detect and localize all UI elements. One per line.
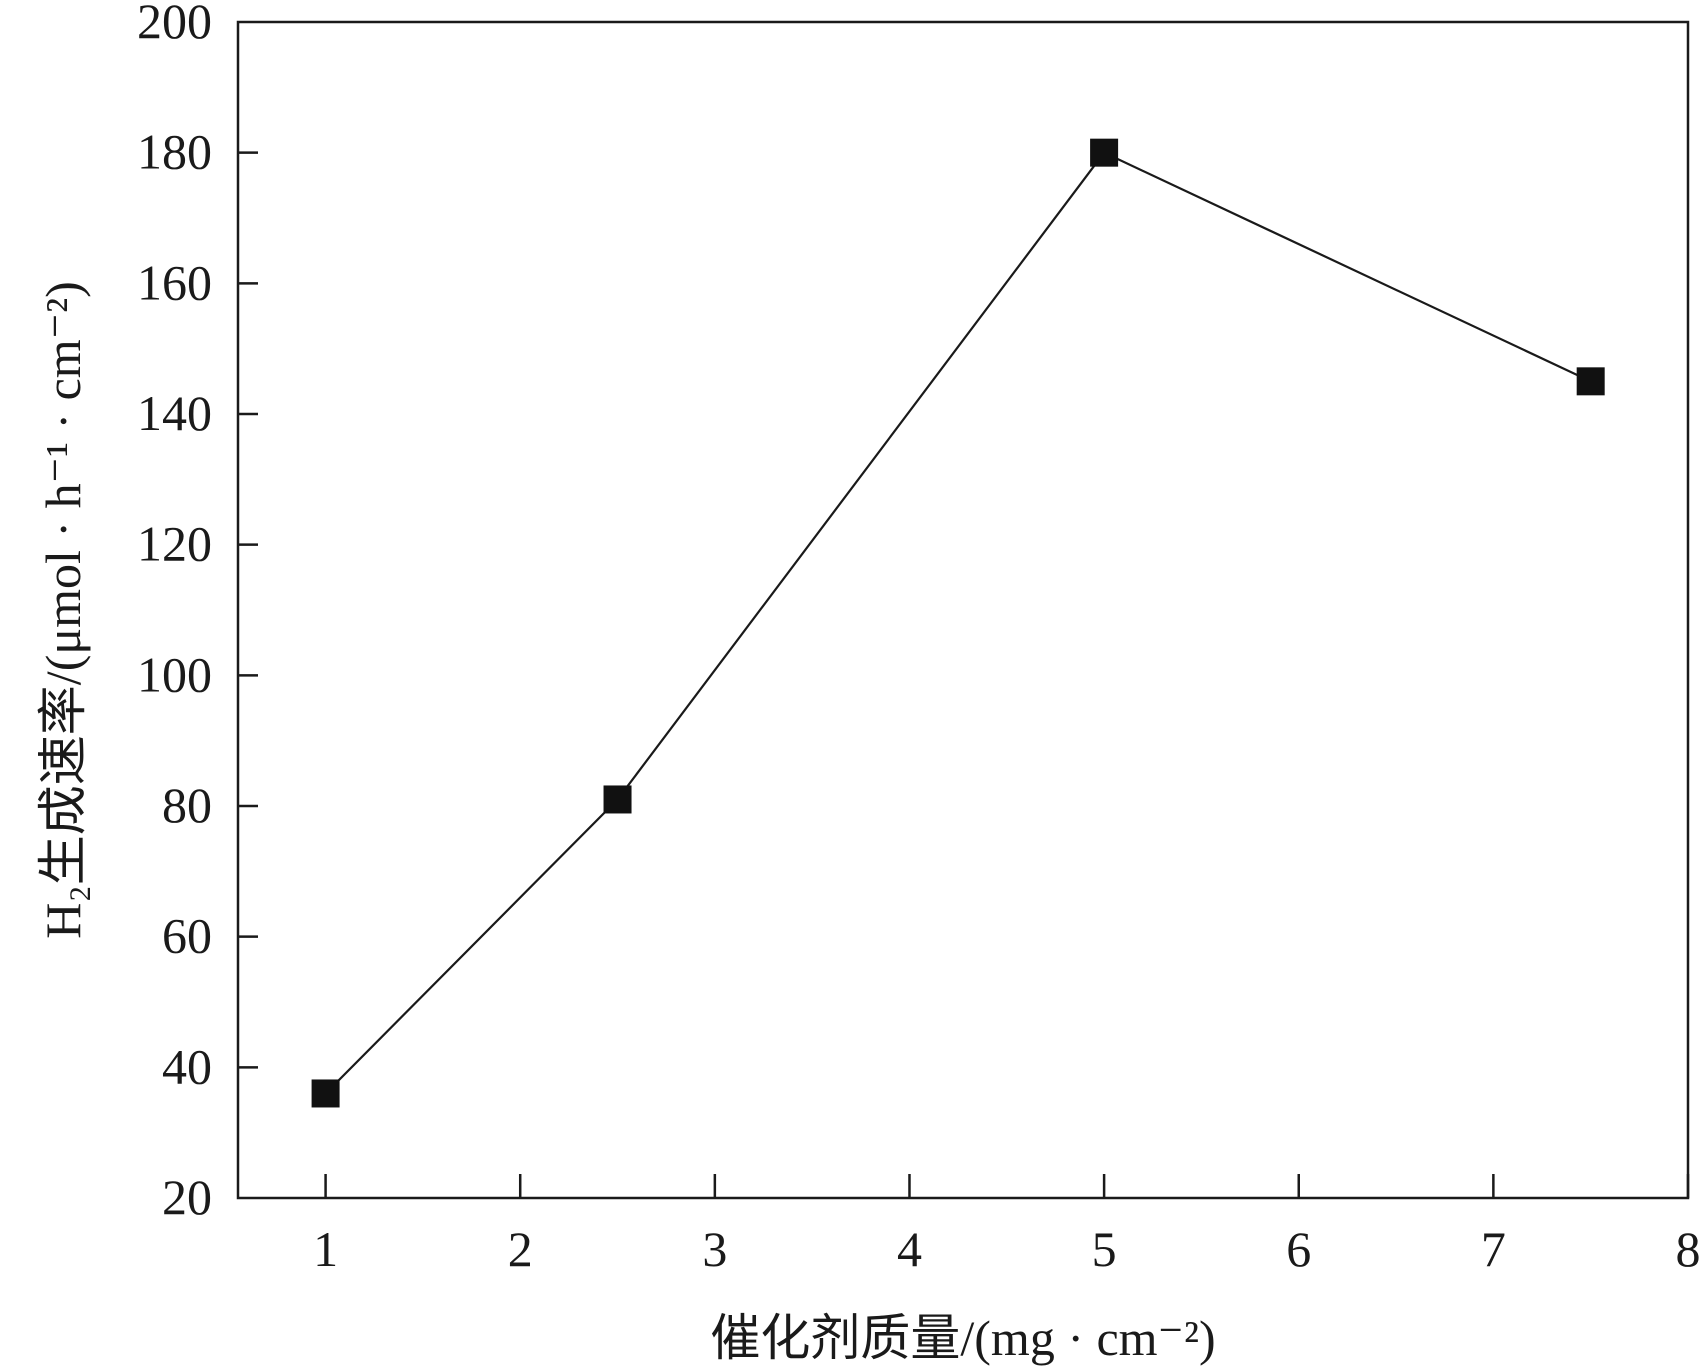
data-series: [311, 138, 1605, 1108]
x-axis-label: 催化剂质量/(mg · cm⁻²): [710, 1310, 1215, 1366]
x-tick-label: 6: [1286, 1221, 1311, 1277]
x-tick-label: 4: [897, 1221, 922, 1277]
plot-frame: [236, 20, 1690, 1200]
x-tick-label: 1: [313, 1221, 338, 1277]
y-tick-label: 40: [162, 1038, 212, 1094]
y-axis-label: H₂生成速率/(μmol · h⁻¹ · cm⁻²): [35, 281, 91, 938]
y-tick-label: 120: [137, 516, 212, 572]
y-tick-label: 140: [137, 385, 212, 441]
y-tick-label: 80: [162, 777, 212, 833]
x-axis-ticks: 1 2 3 4 5 6 7 8: [313, 1174, 1701, 1277]
data-point: [311, 1079, 340, 1108]
y-tick-label: 100: [137, 646, 212, 702]
data-point: [1090, 138, 1119, 167]
y-tick-label: 60: [162, 908, 212, 964]
x-tick-label: 8: [1676, 1221, 1701, 1277]
data-point: [603, 785, 632, 814]
y-tick-label: 180: [137, 124, 212, 180]
y-axis-ticks: 20 40 60 80 100 120 140 160 180 200: [137, 0, 258, 1225]
x-tick-label: 5: [1092, 1221, 1117, 1277]
y-tick-label: 20: [162, 1169, 212, 1225]
y-tick-label: 200: [137, 0, 212, 49]
series-line: [324, 151, 1592, 1095]
x-tick-label: 2: [508, 1221, 533, 1277]
x-tick-label: 7: [1481, 1221, 1506, 1277]
data-point: [1576, 367, 1605, 396]
x-tick-label: 3: [702, 1221, 727, 1277]
y-tick-label: 160: [137, 254, 212, 310]
